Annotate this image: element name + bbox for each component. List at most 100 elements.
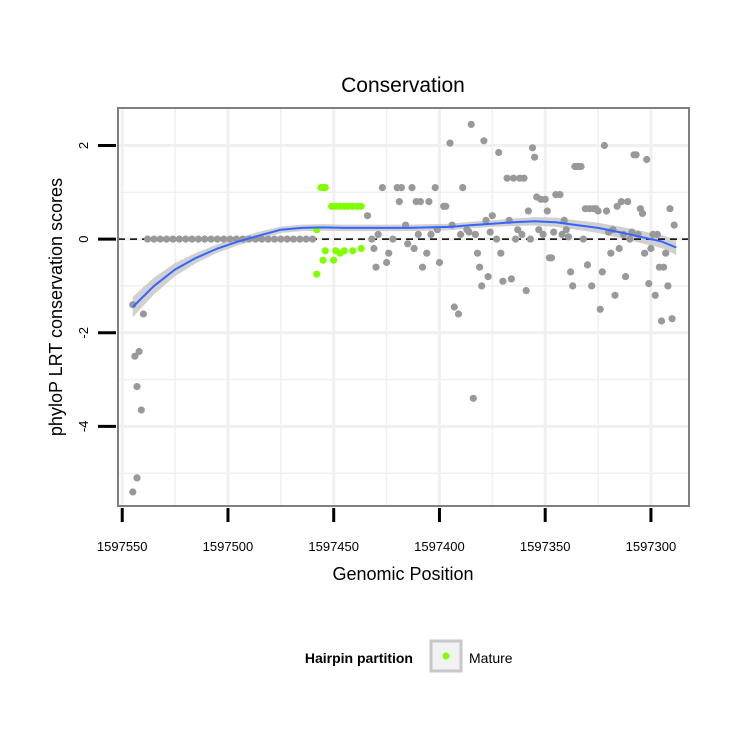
point-other-50	[410, 244, 418, 253]
point-other-60	[435, 258, 444, 267]
point-other-75	[476, 263, 484, 271]
point-other-58	[431, 184, 439, 192]
point-other-1	[131, 352, 139, 360]
smooth-line-path	[132, 220, 677, 308]
point-other-71	[467, 120, 475, 128]
x-tick-label-3: 1597400	[414, 539, 465, 554]
point-other-48	[404, 240, 412, 248]
point-other-35	[363, 212, 372, 220]
point-other-57	[427, 230, 435, 238]
point-other-15	[188, 235, 196, 243]
point-other-10	[156, 235, 164, 243]
points-mature	[313, 184, 365, 278]
point-other-11	[163, 235, 171, 243]
point-other-6	[129, 488, 137, 496]
point-other-91	[514, 226, 522, 234]
point-other-160	[662, 249, 670, 257]
point-other-130	[598, 268, 606, 276]
point-other-77	[480, 137, 488, 145]
point-other-164	[670, 221, 678, 229]
point-other-74	[473, 249, 482, 257]
point-other-63	[446, 139, 454, 147]
point-other-89	[509, 174, 518, 182]
point-other-42	[385, 249, 393, 257]
point-other-153	[647, 244, 655, 253]
y-tick-label-2: 0	[76, 235, 91, 242]
point-other-79	[484, 273, 492, 281]
point-other-158	[657, 317, 666, 325]
y-tick-label-3: 2	[76, 142, 91, 149]
point-mature-15	[330, 256, 338, 264]
point-other-129	[596, 305, 604, 313]
point-other-76	[478, 282, 486, 290]
point-other-83	[495, 148, 503, 157]
point-other-49	[408, 184, 416, 192]
confidence-band-area	[132, 217, 677, 318]
x-axis: 1597550 1597500 1597450 1597400 1597350 15973…	[97, 508, 676, 554]
point-other-38	[372, 263, 380, 271]
legend-key-mature-point	[442, 652, 450, 660]
point-other-115	[567, 268, 575, 276]
point-other-5	[133, 474, 141, 482]
legend: Hairpin partition Mature	[305, 639, 513, 673]
point-other-128	[594, 207, 602, 215]
point-mature-13	[319, 256, 327, 264]
panel-border	[117, 107, 690, 507]
point-other-162	[666, 205, 674, 213]
point-other-111	[558, 230, 566, 238]
point-other-55	[423, 249, 431, 257]
point-other-62	[442, 202, 450, 210]
point-other-8	[144, 235, 152, 243]
point-other-88	[507, 275, 515, 283]
point-other-46	[397, 184, 405, 192]
x-tick-label-2: 1597450	[308, 539, 359, 554]
point-other-156	[653, 230, 661, 238]
point-other-21	[226, 235, 234, 243]
point-other-138	[615, 244, 623, 253]
point-other-116	[569, 282, 577, 290]
point-other-95	[522, 287, 530, 295]
point-other-113	[562, 226, 570, 234]
point-other-99	[531, 153, 539, 161]
point-other-136	[611, 291, 619, 299]
point-other-125	[588, 282, 596, 290]
point-other-110	[556, 191, 564, 199]
point-other-33	[302, 235, 310, 243]
point-other-97	[526, 235, 535, 243]
point-other-3	[135, 347, 143, 356]
point-other-134	[607, 249, 615, 257]
point-other-19	[213, 235, 221, 243]
x-tick-label-4: 1597350	[520, 539, 571, 554]
point-mature-18	[340, 247, 348, 255]
point-other-161	[664, 282, 672, 290]
point-other-150	[641, 249, 649, 257]
point-other-36	[368, 235, 376, 243]
legend-label-mature: Mature	[469, 650, 513, 666]
point-other-7	[139, 310, 147, 318]
point-mature-14	[321, 247, 329, 255]
point-other-98	[528, 144, 537, 152]
point-mature-11	[357, 202, 365, 210]
point-other-146	[632, 151, 640, 159]
point-other-53	[416, 198, 424, 206]
point-other-149	[638, 209, 647, 217]
point-other-84	[497, 249, 505, 257]
y-axis-label: phyloP LRT conservation scores	[46, 178, 66, 436]
point-other-137	[613, 202, 621, 210]
point-other-45	[395, 198, 403, 206]
point-other-16	[194, 235, 202, 243]
point-other-78	[482, 216, 490, 224]
point-other-96	[524, 207, 532, 215]
point-other-43	[389, 235, 397, 243]
point-other-66	[454, 310, 463, 318]
point-other-152	[645, 280, 653, 288]
point-other-163	[668, 315, 676, 323]
point-other-65	[450, 303, 458, 311]
point-other-32	[296, 235, 304, 243]
point-other-123	[583, 261, 592, 269]
point-other-81	[488, 212, 496, 220]
y-tick-label-0: -4	[76, 421, 91, 433]
point-other-12	[169, 235, 177, 243]
point-other-26	[258, 235, 266, 243]
